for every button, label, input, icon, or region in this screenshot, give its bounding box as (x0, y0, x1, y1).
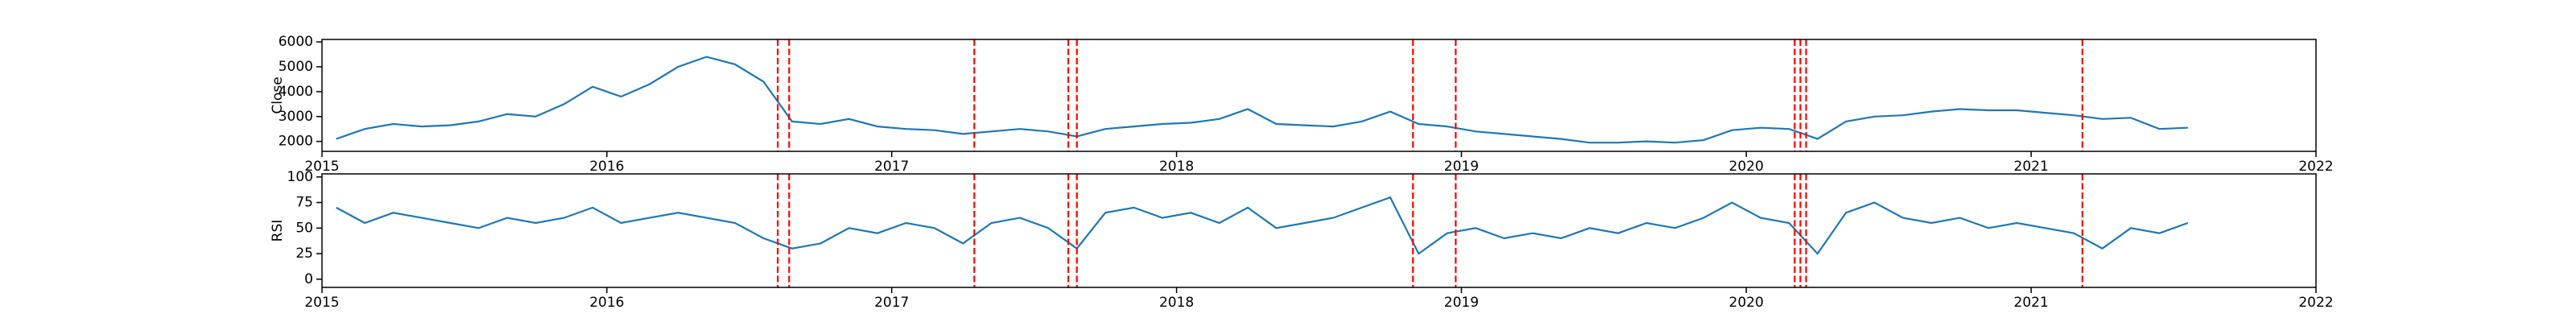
x-tick-label: 2017 (874, 295, 909, 311)
x-tick-label: 2020 (1729, 159, 1764, 175)
y-tick-label: 3000 (279, 109, 313, 125)
x-tick-label: 2019 (1444, 295, 1479, 311)
y-tick-label: 0 (304, 271, 313, 287)
x-tick-label: 2021 (2014, 295, 2049, 311)
x-tick-label: 2019 (1444, 159, 1479, 175)
y-tick-label: 2000 (279, 134, 313, 150)
x-tick-label: 2021 (2014, 159, 2049, 175)
y-tick-label: 4000 (279, 84, 313, 100)
x-tick-label: 2022 (2298, 295, 2333, 311)
x-tick-label: 2016 (589, 295, 624, 311)
y-tick-label: 25 (295, 246, 313, 262)
axes-frame (321, 173, 2317, 288)
axes-frame (321, 39, 2317, 152)
y-tick-label: 50 (295, 220, 313, 236)
x-tick-label: 2018 (1159, 295, 1194, 311)
x-tick-label: 2017 (874, 159, 909, 175)
y-axis-label: RSI (270, 220, 286, 242)
y-tick-label: 6000 (279, 34, 313, 50)
y-tick-label: 5000 (279, 59, 313, 75)
data-line (336, 56, 2188, 144)
x-tick-label: 2016 (589, 159, 624, 175)
x-tick-label: 2022 (2298, 159, 2333, 175)
y-axis-label: Close (270, 76, 286, 114)
x-tick-label: 2015 (304, 295, 339, 311)
data-line (336, 196, 2189, 255)
x-tick-label: 2015 (304, 159, 339, 175)
x-tick-label: 2018 (1159, 159, 1194, 175)
x-tick-label: 2020 (1729, 295, 1764, 311)
y-tick-label: 75 (295, 195, 313, 211)
y-tick-label: 100 (287, 169, 313, 185)
